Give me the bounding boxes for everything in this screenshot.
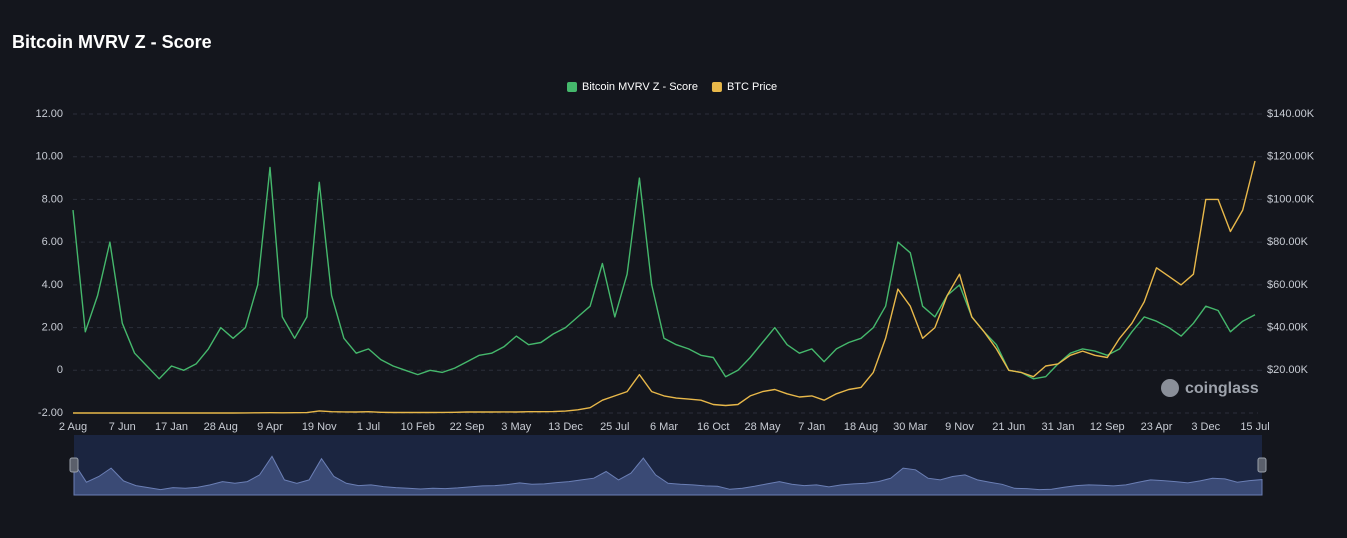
x-tick-label: 9 Apr: [257, 421, 283, 433]
x-tick-label: 17 Jan: [155, 421, 188, 433]
y-tick-label: 4.00: [42, 279, 63, 291]
x-tick-label: 31 Jan: [1041, 421, 1074, 433]
x-tick-label: 3 Dec: [1191, 421, 1220, 433]
y2-tick-label: $60.00K: [1267, 279, 1309, 291]
x-tick-label: 13 Dec: [548, 421, 583, 433]
legend: Bitcoin MVRV Z - Score BTC Price: [567, 81, 777, 93]
y2-tick-label: $80.00K: [1267, 236, 1309, 248]
y2-tick-label: $40.00K: [1267, 321, 1309, 333]
x-tick-label: 7 Jan: [798, 421, 825, 433]
legend-label: Bitcoin MVRV Z - Score: [582, 81, 698, 93]
navigator-handle: [69, 457, 79, 473]
y-tick-label: 6.00: [42, 236, 63, 248]
x-tick-label: 19 Nov: [302, 421, 337, 433]
chart-title: Bitcoin MVRV Z - Score: [12, 32, 212, 52]
y-tick-label: 12.00: [35, 108, 63, 120]
y-tick-label: 0: [57, 364, 63, 376]
x-tick-label: 21 Jun: [992, 421, 1025, 433]
x-tick-label: 22 Sep: [450, 421, 485, 433]
x-tick-label: 18 Aug: [844, 421, 878, 433]
y2-tick-label: $20.00K: [1267, 364, 1309, 376]
navigator-area: [73, 455, 1263, 496]
legend-swatch: [711, 82, 722, 92]
series-line: [73, 160, 1256, 414]
legend-label: BTC Price: [727, 81, 777, 93]
x-tick-label: 10 Feb: [401, 421, 435, 433]
watermark: coinglass: [1185, 380, 1259, 397]
watermark-icon: [1161, 379, 1179, 397]
x-tick-label: 23 Apr: [1141, 421, 1173, 433]
x-tick-label: 6 Mar: [650, 421, 678, 433]
x-tick-label: 30 Mar: [893, 421, 928, 433]
x-tick-label: 3 May: [501, 421, 531, 433]
navigator-handle: [1257, 457, 1267, 473]
x-tick-label: 15 Jul: [1240, 421, 1269, 433]
x-tick-label: 28 Aug: [204, 421, 238, 433]
watermark-group: coinglass: [1161, 379, 1259, 397]
x-tick-label: 28 May: [744, 421, 781, 433]
x-tick-label: 12 Sep: [1090, 421, 1125, 433]
y2-tick-label: $120.00K: [1267, 151, 1315, 163]
x-tick-label: 1 Jul: [357, 421, 380, 433]
x-tick-label: 9 Nov: [945, 421, 974, 433]
y-tick-label: 8.00: [42, 193, 63, 205]
y-tick-label: 2.00: [42, 321, 63, 333]
y2-tick-label: $140.00K: [1267, 108, 1315, 120]
y-tick-label: 10.00: [35, 151, 63, 163]
y2-tick-label: $100.00K: [1267, 193, 1315, 205]
x-tick-label: 2 Aug: [59, 421, 87, 433]
x-tick-label: 16 Oct: [697, 421, 729, 433]
legend-swatch: [567, 82, 577, 92]
x-tick-label: 25 Jul: [600, 421, 629, 433]
y-tick-label: -2.00: [38, 407, 63, 419]
x-tick-label: 7 Jun: [109, 421, 136, 433]
